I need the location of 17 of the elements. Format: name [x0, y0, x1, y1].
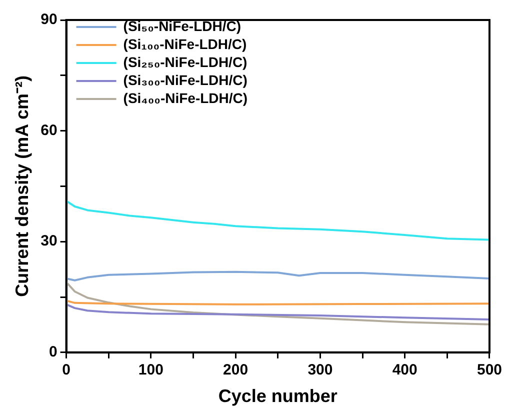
legend-label: (Si₄₀₀-NiFe-LDH/C): [123, 90, 248, 106]
x-tick-label: 200: [223, 362, 248, 379]
y-tick-label: 30: [40, 232, 58, 250]
y-axis-title: Current density (mA cm⁻²): [12, 76, 32, 297]
y-tick-label: 60: [40, 122, 58, 139]
x-tick-label: 400: [392, 362, 418, 379]
x-tick-label: 500: [476, 362, 502, 379]
legend-label: (Si₅₀-NiFe-LDH/C): [123, 18, 242, 34]
legend-label: (Si₁₀₀-NiFe-LDH/C): [123, 36, 247, 52]
x-tick-label: 300: [308, 362, 333, 379]
y-tick-label: 90: [40, 11, 58, 28]
x-tick-label: 100: [138, 362, 164, 379]
y-tick-label: 0: [48, 344, 58, 361]
x-axis-title: Cycle number: [218, 386, 338, 406]
x-tick-label: 0: [62, 362, 70, 379]
legend-label: (Si₂₅₀-NiFe-LDH/C): [123, 54, 248, 70]
legend-label: (Si₃₀₀-NiFe-LDH/C): [123, 72, 248, 88]
